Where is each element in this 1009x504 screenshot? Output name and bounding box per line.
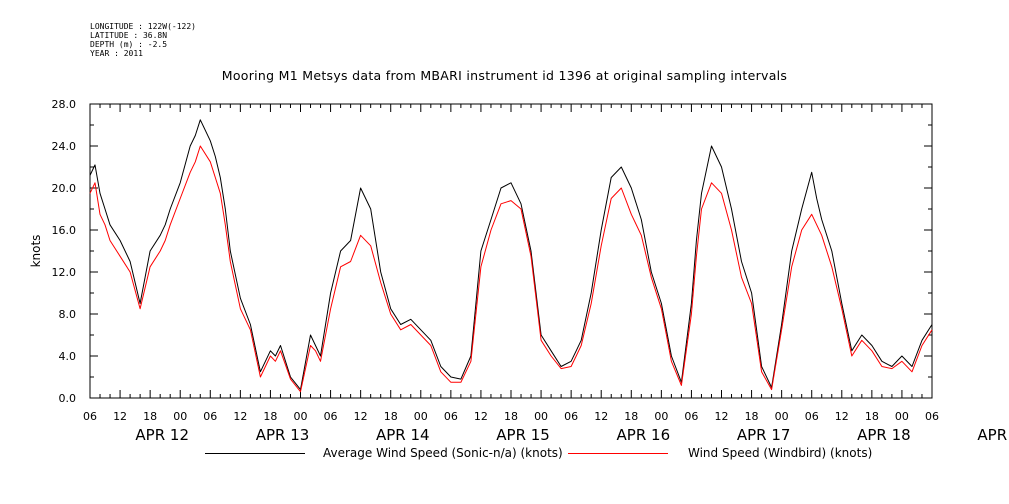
x-hour-label: 12: [835, 410, 849, 423]
y-tick-label: 16.0: [52, 224, 77, 237]
legend: Average Wind Speed (Sonic-n/a) (knots) W…: [0, 444, 1009, 466]
y-tick-label: 28.0: [52, 98, 77, 111]
x-hour-label: 06: [203, 410, 217, 423]
x-hour-label: 12: [233, 410, 247, 423]
legend-label-average: Average Wind Speed (Sonic-n/a) (knots): [323, 446, 563, 460]
x-hour-label: 12: [354, 410, 368, 423]
series-line-windbird-wind-speed: [89, 145, 933, 393]
x-hour-label: 06: [805, 410, 819, 423]
x-hour-label: 12: [113, 410, 127, 423]
y-tick-label: 8.0: [59, 308, 77, 321]
x-day-label: APR 18: [857, 426, 911, 440]
x-hour-label: 06: [564, 410, 578, 423]
x-hour-label: 00: [414, 410, 428, 423]
x-hour-label: 06: [83, 410, 97, 423]
legend-label-windbird: Wind Speed (Windbird) (knots): [688, 446, 873, 460]
x-hour-label: 12: [715, 410, 729, 423]
x-day-label: APR 19: [977, 426, 1009, 440]
longitude-text: LONGITUDE : 122W(-122): [90, 22, 196, 31]
x-day-label: APR 14: [376, 426, 430, 440]
x-hour-label: 18: [745, 410, 759, 423]
x-hour-label: 18: [504, 410, 518, 423]
x-day-label: APR 15: [496, 426, 550, 440]
x-hour-label: 00: [294, 410, 308, 423]
x-hour-label: 06: [925, 410, 939, 423]
year-text: YEAR : 2011: [90, 49, 143, 58]
x-hour-label: 12: [594, 410, 608, 423]
x-day-label: APR 17: [737, 426, 791, 440]
x-hour-label: 00: [654, 410, 668, 423]
x-hour-label: 00: [895, 410, 909, 423]
legend-swatch-windbird: [568, 453, 668, 454]
x-hour-label: 18: [865, 410, 879, 423]
latitude-text: LATITUDE : 36.8N: [90, 31, 168, 40]
x-hour-label: 06: [684, 410, 698, 423]
wind-speed-chart: knots 0.0 4.0 8.0 12.0 16.0 20.0 24.0 28.0 06 12…: [29, 98, 1009, 440]
series-line-average-wind-speed: [89, 119, 933, 391]
y-axis-label: knots: [29, 235, 43, 268]
depth-text: DEPTH (m) : -2.5: [90, 40, 168, 49]
x-hour-label: 12: [474, 410, 488, 423]
x-day-label: APR 12: [135, 426, 189, 440]
x-hour-label: 18: [143, 410, 157, 423]
y-tick-label: 0.0: [59, 392, 77, 405]
legend-swatch-average: [205, 453, 305, 454]
y-tick-label: 12.0: [52, 266, 77, 279]
x-hour-label: 00: [775, 410, 789, 423]
x-day-label: APR 16: [617, 426, 671, 440]
x-hour-label: 00: [534, 410, 548, 423]
y-tick-label: 4.0: [59, 350, 77, 363]
x-hour-label: 18: [263, 410, 277, 423]
x-hour-label: 18: [384, 410, 398, 423]
y-axis-ticks: 0.0 4.0 8.0 12.0 16.0 20.0 24.0 28.0: [52, 98, 932, 405]
y-tick-label: 24.0: [52, 140, 77, 153]
x-axis-ticks: 06 12 18 00 06 12 18 00 06 12 18 00 06 12 18 00 06 12 18 00…: [83, 104, 1009, 440]
x-hour-label: 18: [624, 410, 638, 423]
x-hour-label: 00: [173, 410, 187, 423]
x-hour-label: 06: [324, 410, 338, 423]
metadata-header: LONGITUDE : 122W(-122) LATITUDE : 36.8N …: [90, 22, 196, 58]
x-day-label: APR 13: [256, 426, 310, 440]
x-hour-label: 06: [444, 410, 458, 423]
chart-title: Mooring M1 Metsys data from MBARI instru…: [221, 68, 788, 83]
plot-frame: [89, 103, 933, 399]
y-tick-label: 20.0: [52, 182, 77, 195]
series-group: [89, 119, 933, 393]
